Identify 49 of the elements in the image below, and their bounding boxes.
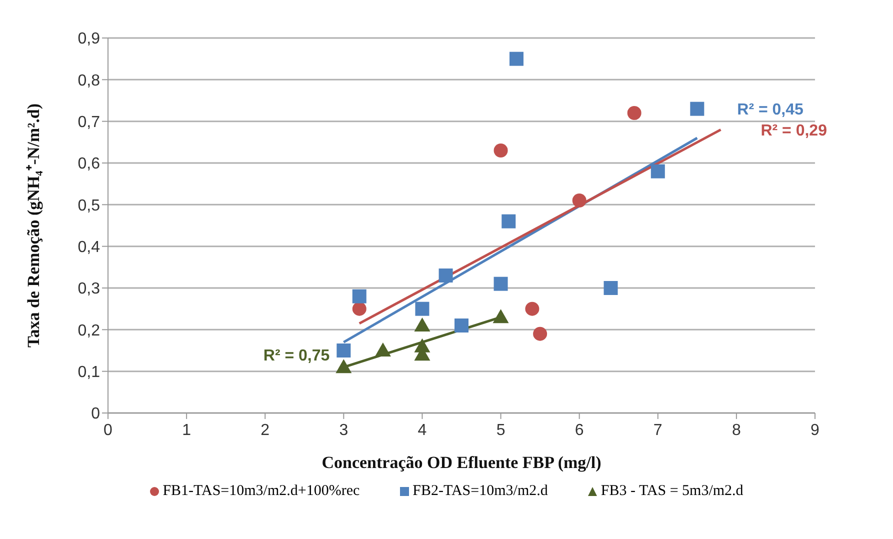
point [494,276,508,291]
point [414,318,430,332]
point [604,281,618,295]
point [492,309,509,324]
annotation: R² = 0,75 [263,347,330,364]
point [509,52,524,66]
x-axis-title: Concentração OD Efluente FBP (mg/l) [322,453,602,472]
point [502,214,516,228]
y-tick-label: 0,6 [78,156,100,173]
x-tick-label: 5 [496,422,506,439]
x-tick-label: 2 [260,422,270,439]
x-tick-label: 6 [574,422,584,439]
point [627,106,642,120]
y-tick-label: 0,5 [78,197,100,214]
point [690,102,704,116]
x-tick-label: 1 [182,422,192,439]
point [336,344,351,358]
y-axis-title: Taxa de Remoção (gNH₄⁺-N/m².d) [24,103,44,348]
x-tick-label: 7 [653,422,662,439]
point [572,194,586,208]
point [650,164,665,178]
x-tick-label: 3 [339,422,348,439]
y-tick-label: 0,9 [78,30,100,48]
point [415,302,430,316]
legend-label: FB3 - TAS = 5m3/m2.d [600,483,744,500]
annotation: R² = 0,29 [760,122,828,140]
point [352,302,366,316]
y-tick-label: 0 [91,406,100,423]
point [374,342,391,356]
point [494,144,508,158]
x-tick-label: 0 [104,422,113,439]
y-tick-label: 0,3 [78,280,100,298]
point [352,289,366,304]
point [336,359,352,374]
x-tick-label: 4 [418,422,427,439]
y-tick-label: 0,1 [78,364,100,382]
legend-label: FB2-TAS=10m3/m2.d [412,483,548,500]
point [454,318,468,332]
annotation: R² = 0,45 [737,102,804,119]
legend-label: FB1-TAS=10m3/m2.d+100%rec [162,483,360,500]
y-tick-label: 0,7 [78,114,100,132]
y-tick-label: 0,8 [78,72,100,90]
y-tick-label: 0,2 [78,322,100,340]
x-tick-label: 9 [810,422,820,439]
point [438,268,453,282]
x-tick-label: 8 [732,422,741,439]
y-tick-label: 0,4 [78,239,100,256]
point [533,326,548,341]
point [525,302,540,316]
